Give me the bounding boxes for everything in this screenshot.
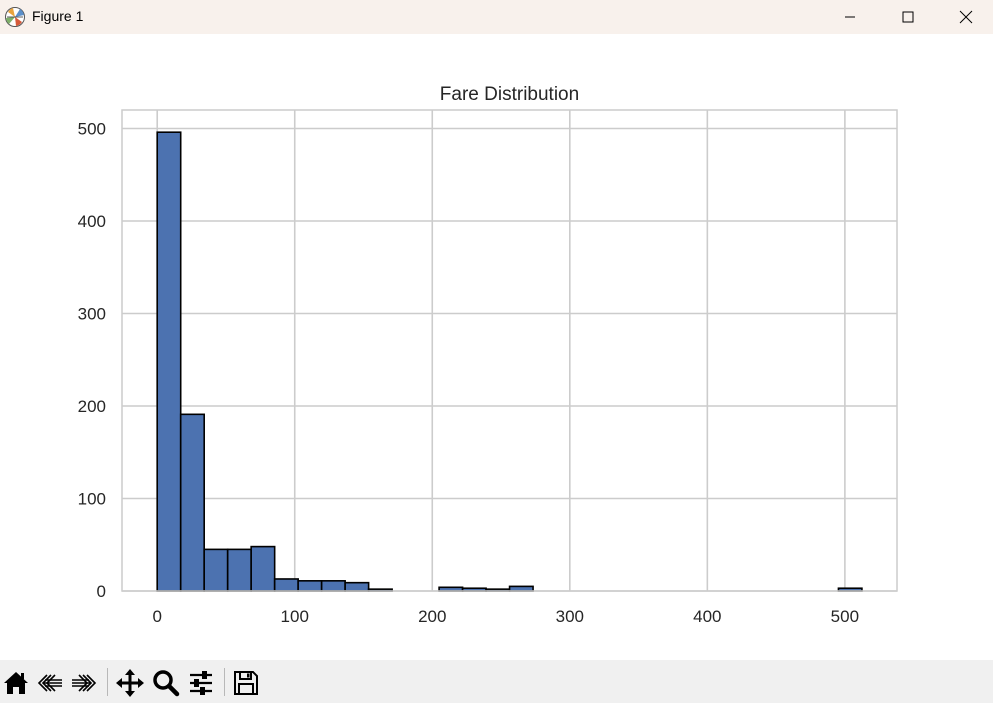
histogram-chart: 0 100 200 300 400 500 0 100 200 300 400 500 Fare Di… — [78, 84, 898, 627]
y-tick-label: 0 — [97, 582, 106, 601]
x-tick-label: 400 — [693, 607, 721, 626]
save-icon — [234, 671, 258, 695]
grid-lines — [122, 110, 897, 592]
y-tick-label: 100 — [78, 490, 106, 509]
configure-subplots-button[interactable] — [185, 668, 217, 698]
window-title: Figure 1 — [32, 8, 84, 24]
histogram-bar — [226, 548, 252, 592]
x-tick-label: 0 — [152, 607, 161, 626]
configure-subplots-icon — [190, 671, 212, 695]
forward-icon — [72, 674, 97, 692]
y-tick-label: 400 — [78, 212, 106, 231]
save-button[interactable] — [230, 668, 262, 698]
x-tick-label: 200 — [418, 607, 446, 626]
histogram-bar — [273, 578, 299, 592]
close-button[interactable] — [937, 0, 993, 34]
forward-button[interactable] — [68, 668, 100, 698]
zoom-button[interactable] — [150, 668, 182, 698]
minimize-icon — [845, 16, 855, 18]
histogram-bar — [179, 413, 205, 592]
maximize-icon — [902, 11, 914, 23]
y-tick-label: 300 — [78, 305, 106, 324]
histogram-bar — [320, 580, 346, 592]
plot-background — [122, 110, 897, 591]
matplotlib-logo-icon — [5, 7, 25, 27]
chart-title: Fare Distribution — [440, 84, 579, 105]
histogram-bar — [156, 131, 182, 592]
y-tick-label: 500 — [78, 120, 106, 139]
x-tick-label: 100 — [281, 607, 309, 626]
toolbar-separator — [107, 668, 108, 696]
zoom-icon — [153, 670, 180, 697]
pan-button[interactable] — [114, 668, 146, 698]
toolbar-separator — [224, 668, 225, 696]
y-tick-label: 200 — [78, 397, 106, 416]
back-icon — [37, 674, 62, 692]
plot-frame — [121, 109, 898, 592]
navigation-toolbar — [0, 660, 993, 703]
back-button[interactable] — [34, 668, 66, 698]
home-icon — [4, 672, 28, 694]
window-titlebar: Figure 1 — [0, 0, 993, 34]
maximize-button[interactable] — [879, 0, 937, 34]
chart-canvas[interactable]: 0 100 200 300 400 500 0 100 200 300 400 500 Fare Di… — [0, 34, 993, 660]
histogram-bar — [203, 548, 229, 592]
tick-labels: 0 100 200 300 400 500 0 100 200 300 400 500 — [78, 120, 859, 627]
home-button[interactable] — [0, 668, 32, 698]
minimize-button[interactable] — [821, 0, 879, 34]
histogram-bar — [344, 581, 370, 592]
x-tick-label: 300 — [556, 607, 584, 626]
histogram-bar — [250, 545, 276, 592]
pan-icon — [116, 669, 144, 697]
histogram-bar — [297, 580, 323, 592]
close-icon — [959, 10, 973, 24]
x-tick-label: 500 — [831, 607, 859, 626]
